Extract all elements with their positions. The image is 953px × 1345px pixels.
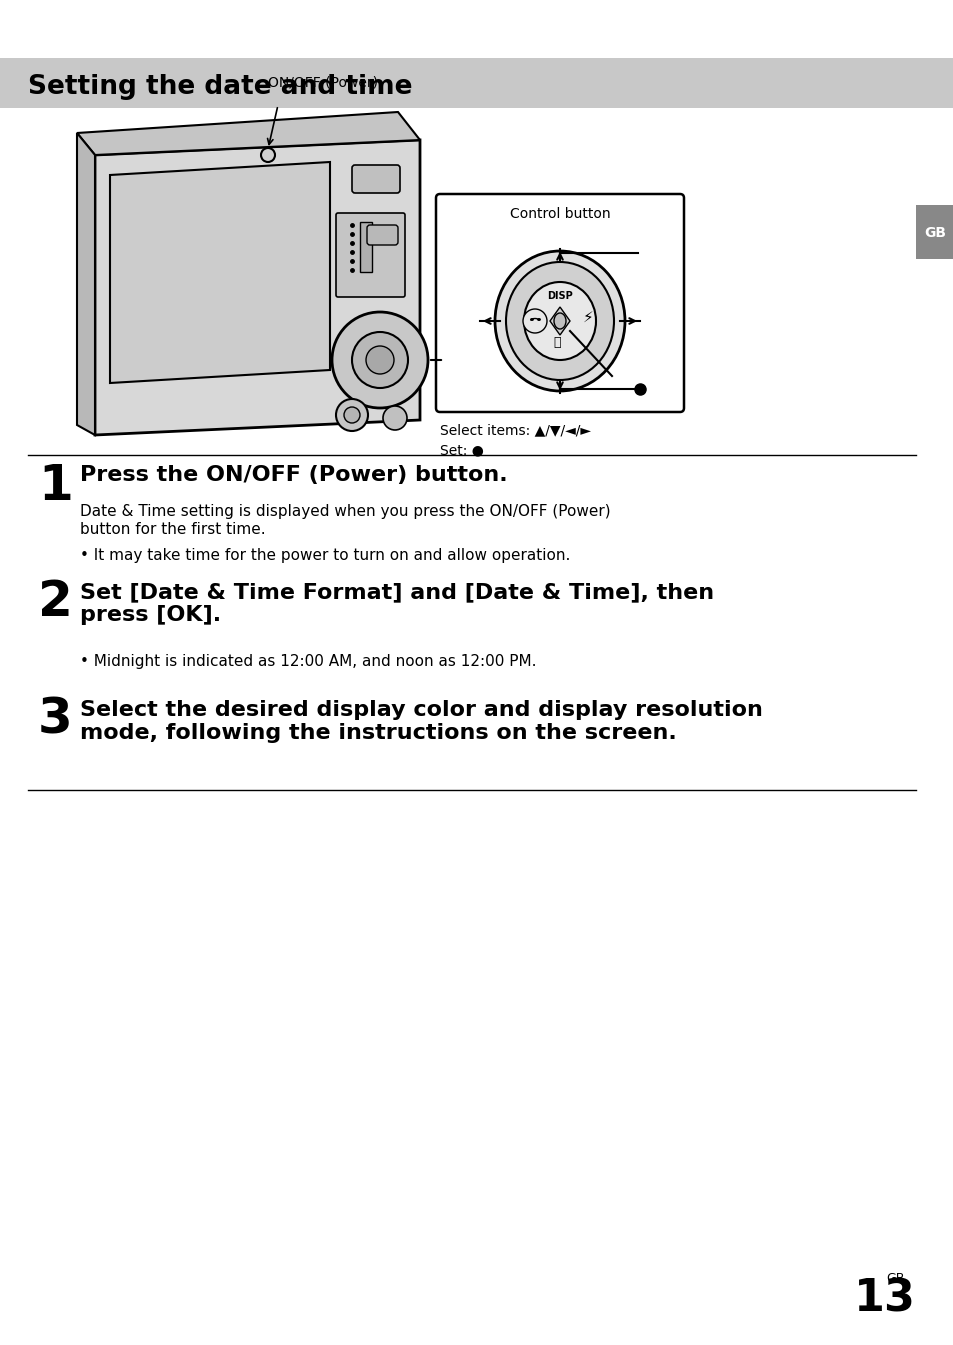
Text: 3: 3 <box>38 695 72 744</box>
Circle shape <box>522 309 546 334</box>
Bar <box>359 222 372 272</box>
Polygon shape <box>550 307 569 335</box>
Text: Select items: ▲/▼/◄/►: Select items: ▲/▼/◄/► <box>439 422 590 437</box>
Bar <box>0 58 953 108</box>
Text: Set [Date & Time Format] and [Date & Time], then
press [OK].: Set [Date & Time Format] and [Date & Tim… <box>80 582 714 625</box>
Text: ⏱: ⏱ <box>553 336 560 350</box>
Ellipse shape <box>495 252 624 391</box>
Polygon shape <box>110 161 330 383</box>
Polygon shape <box>77 133 95 434</box>
Circle shape <box>352 332 408 387</box>
Text: DISP: DISP <box>547 291 572 301</box>
Circle shape <box>382 406 407 430</box>
Ellipse shape <box>554 313 565 330</box>
Text: GB: GB <box>885 1272 904 1284</box>
Text: 1: 1 <box>38 461 72 510</box>
Text: Select the desired display color and display resolution
mode, following the inst: Select the desired display color and dis… <box>80 699 762 744</box>
FancyBboxPatch shape <box>335 213 405 297</box>
Ellipse shape <box>523 282 596 360</box>
Ellipse shape <box>505 262 614 381</box>
Text: Control button: Control button <box>509 207 610 221</box>
Text: button for the first time.: button for the first time. <box>80 522 265 537</box>
Text: Press the ON/OFF (Power) button.: Press the ON/OFF (Power) button. <box>80 465 507 486</box>
Text: Set: ●: Set: ● <box>439 443 483 457</box>
Text: ON/OFF (Power): ON/OFF (Power) <box>268 77 377 90</box>
FancyBboxPatch shape <box>436 194 683 412</box>
Circle shape <box>261 148 274 161</box>
Polygon shape <box>77 112 419 155</box>
Circle shape <box>335 399 368 430</box>
Text: 13: 13 <box>853 1276 915 1319</box>
FancyBboxPatch shape <box>352 165 399 192</box>
Text: Setting the date and time: Setting the date and time <box>28 74 412 100</box>
Circle shape <box>332 312 428 408</box>
Bar <box>915 204 953 260</box>
Text: ⚡: ⚡ <box>582 309 593 324</box>
Circle shape <box>344 408 359 422</box>
Circle shape <box>366 346 394 374</box>
Text: GB: GB <box>923 226 945 239</box>
Text: • It may take time for the power to turn on and allow operation.: • It may take time for the power to turn… <box>80 547 570 564</box>
Text: Date & Time setting is displayed when you press the ON/OFF (Power): Date & Time setting is displayed when yo… <box>80 504 610 519</box>
FancyBboxPatch shape <box>367 225 397 245</box>
Text: 2: 2 <box>38 578 72 625</box>
Polygon shape <box>95 140 419 434</box>
Text: • Midnight is indicated as 12:00 AM, and noon as 12:00 PM.: • Midnight is indicated as 12:00 AM, and… <box>80 654 536 668</box>
